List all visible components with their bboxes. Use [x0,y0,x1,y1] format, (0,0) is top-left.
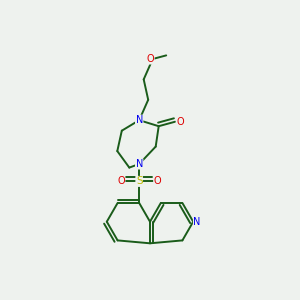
Text: N: N [136,159,143,169]
Text: O: O [117,176,125,186]
Text: O: O [154,176,161,186]
Text: N: N [194,217,201,227]
Text: S: S [136,176,142,186]
Text: O: O [176,117,184,127]
Text: N: N [136,115,143,125]
Text: O: O [146,54,154,64]
